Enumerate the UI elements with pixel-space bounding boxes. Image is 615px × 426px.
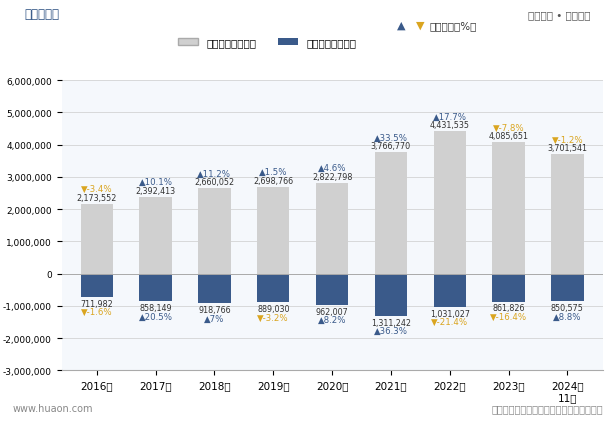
Text: 918,766: 918,766 (198, 305, 231, 314)
Text: ▼-3.2%: ▼-3.2% (258, 313, 289, 322)
Bar (493, 143, 525, 274)
Text: 2,822,798: 2,822,798 (312, 172, 352, 181)
Bar (551, 274, 584, 302)
Bar (198, 274, 231, 304)
Bar (316, 183, 348, 274)
Text: 2,173,552: 2,173,552 (77, 193, 117, 202)
Text: 数据来源：中国海关、华经产业研究院整理: 数据来源：中国海关、华经产业研究院整理 (491, 403, 603, 413)
Text: ▲33.5%: ▲33.5% (374, 133, 408, 143)
Text: ▼-1.2%: ▼-1.2% (552, 135, 583, 144)
Bar (316, 274, 348, 305)
Bar (257, 187, 290, 274)
Text: ▼-1.6%: ▼-1.6% (81, 307, 113, 316)
Text: ▲7%: ▲7% (204, 314, 224, 323)
Text: 专业严谨 • 客观科学: 专业严谨 • 客观科学 (528, 10, 590, 20)
Text: 2,698,766: 2,698,766 (253, 176, 293, 185)
Text: 2,660,052: 2,660,052 (194, 178, 234, 187)
Text: ▲11.2%: ▲11.2% (197, 169, 231, 178)
Text: ▲4.6%: ▲4.6% (318, 164, 346, 173)
Text: ▲8.2%: ▲8.2% (318, 315, 346, 324)
Legend: 出口额（万美元）, 进口额（万美元）: 出口额（万美元）, 进口额（万美元） (173, 34, 361, 52)
Text: 711,982: 711,982 (81, 299, 113, 308)
Text: 1,311,242: 1,311,242 (371, 318, 411, 327)
Text: ▲10.1%: ▲10.1% (138, 178, 173, 187)
Text: 858,149: 858,149 (140, 304, 172, 313)
Text: 962,007: 962,007 (315, 307, 349, 316)
Bar (434, 274, 466, 307)
Text: 889,030: 889,030 (257, 305, 290, 314)
Text: 3,766,770: 3,766,770 (371, 142, 411, 151)
Bar (140, 197, 172, 274)
Text: ▼-3.4%: ▼-3.4% (81, 185, 113, 194)
Bar (81, 274, 113, 297)
Text: 2016-2024年11月常州市(境内目的地/货源地)进、出口额: 2016-2024年11月常州市(境内目的地/货源地)进、出口额 (152, 43, 463, 59)
Bar (375, 153, 407, 274)
Text: 1,031,027: 1,031,027 (430, 309, 470, 318)
Text: ▲17.7%: ▲17.7% (433, 112, 467, 121)
Text: ▲: ▲ (397, 21, 405, 31)
Text: 华经情报网: 华经情报网 (25, 9, 60, 21)
Bar (551, 155, 584, 274)
Text: 同比增长（%）: 同比增长（%） (429, 21, 477, 31)
Bar (198, 188, 231, 274)
Text: ▲36.3%: ▲36.3% (374, 327, 408, 336)
Bar (493, 274, 525, 302)
Bar (434, 132, 466, 274)
Text: 850,575: 850,575 (551, 303, 584, 312)
Text: www.huaon.com: www.huaon.com (12, 403, 93, 413)
Bar (257, 274, 290, 303)
Text: ▼-7.8%: ▼-7.8% (493, 123, 525, 132)
Text: 861,826: 861,826 (493, 304, 525, 313)
Text: ▼-21.4%: ▼-21.4% (431, 317, 468, 326)
Text: ▲1.5%: ▲1.5% (259, 168, 288, 177)
Bar (375, 274, 407, 316)
Text: ▼: ▼ (416, 21, 424, 31)
Text: 3,701,541: 3,701,541 (547, 144, 587, 153)
Bar (140, 274, 172, 302)
Bar (81, 204, 113, 274)
Text: ▼-16.4%: ▼-16.4% (490, 312, 527, 321)
Text: 2,392,413: 2,392,413 (135, 186, 176, 195)
Text: 4,085,651: 4,085,651 (488, 132, 528, 141)
Text: 4,431,535: 4,431,535 (430, 121, 470, 130)
Text: ▲20.5%: ▲20.5% (138, 312, 173, 321)
Text: ▲8.8%: ▲8.8% (553, 312, 582, 321)
